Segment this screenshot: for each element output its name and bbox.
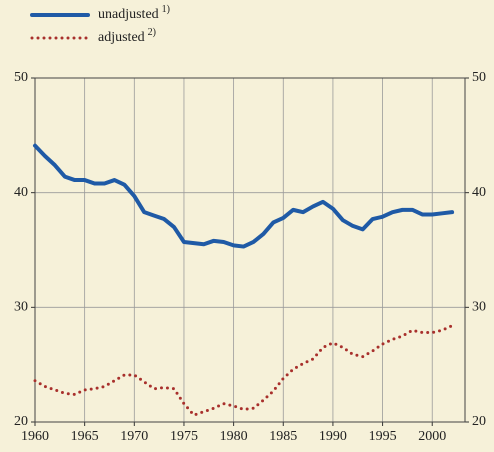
y2-tick-label: 30 bbox=[472, 300, 486, 315]
legend-name: adjusted bbox=[98, 30, 145, 45]
x-tick-label: 1975 bbox=[170, 429, 198, 444]
legend-name: unadjusted bbox=[98, 7, 159, 22]
y2-tick-label: 50 bbox=[472, 70, 486, 85]
x-tick-label: 1960 bbox=[21, 429, 49, 444]
line-series bbox=[33, 143, 455, 249]
y2-tick-label: 40 bbox=[472, 185, 486, 200]
x-tick-label: 1990 bbox=[319, 429, 347, 444]
x-tick-label: 1965 bbox=[71, 429, 99, 444]
legend-label: adjusted 2) bbox=[98, 27, 156, 45]
y-tick-label: 50 bbox=[14, 70, 28, 85]
legend-note: 2) bbox=[148, 27, 156, 38]
y2-tick-label: 20 bbox=[472, 414, 486, 429]
y-tick-label: 30 bbox=[14, 300, 28, 315]
line-series bbox=[33, 324, 454, 417]
legend-note: 1) bbox=[162, 4, 170, 15]
x-tick-label: 1970 bbox=[120, 429, 148, 444]
plot-frame bbox=[34, 77, 466, 423]
x-tick-label: 1985 bbox=[269, 429, 297, 444]
x-tick-label: 2000 bbox=[418, 429, 446, 444]
legend-label: unadjusted 1) bbox=[98, 4, 170, 22]
x-tick-label: 1980 bbox=[220, 429, 248, 444]
y-tick-label: 40 bbox=[14, 185, 28, 200]
x-tick-label: 1995 bbox=[369, 429, 397, 444]
y-tick-label: 20 bbox=[14, 414, 28, 429]
